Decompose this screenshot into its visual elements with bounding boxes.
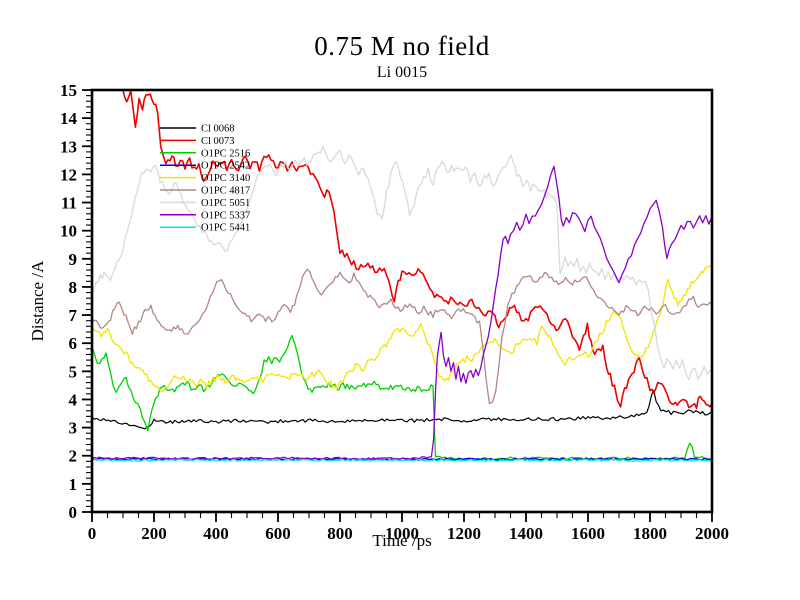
y-tick-label: 1 — [69, 475, 78, 494]
axis-ticks: 0 200 400 600 800 1000 1200 1400 1600 1800 2000012… — [60, 81, 729, 543]
y-tick-label: 10 — [60, 222, 77, 241]
x-tick-label: 800 — [327, 524, 353, 543]
legend-label: O1PC 2516 — [201, 148, 250, 159]
chart-title: 0.75 M no field — [314, 31, 490, 61]
chart-subtitle: Li 0015 — [376, 64, 428, 81]
series-line-o1pc-3140 — [92, 264, 712, 393]
y-tick-label: 14 — [60, 109, 78, 128]
y-tick-label: 3 — [69, 419, 78, 438]
x-tick-label: 1800 — [633, 524, 667, 543]
y-tick-label: 0 — [69, 503, 78, 522]
legend-label: O1PC 3140 — [201, 173, 250, 184]
legend-item: O1PC 2542 — [160, 161, 250, 172]
legend-label: O1PC 5051 — [201, 198, 250, 209]
x-tick-label: 1200 — [447, 524, 481, 543]
series-line-cl-0073 — [122, 90, 712, 410]
series-line-o1pc-5441 — [92, 458, 712, 462]
series-line-o1pc-5337 — [92, 165, 712, 461]
legend-label: O1PC 5441 — [201, 223, 250, 234]
legend-label: O1PC 2542 — [201, 161, 250, 172]
legend-item: Cl 0073 — [160, 136, 235, 147]
series-line-o1pc-2516 — [92, 334, 712, 461]
legend-item: O1PC 3140 — [160, 173, 250, 184]
y-tick-label: 11 — [61, 194, 77, 213]
legend-label: Cl 0073 — [201, 136, 235, 147]
x-tick-label: 1000 — [385, 524, 419, 543]
x-tick-label: 200 — [141, 524, 167, 543]
legend-item: O1PC 2516 — [160, 148, 250, 159]
y-tick-label: 15 — [60, 81, 77, 100]
legend-item: O1PC 4817 — [160, 186, 250, 197]
series-line-o1pc-5051 — [92, 145, 712, 381]
series-line-o1pc-4817 — [92, 268, 712, 405]
legend-item: O1PC 5337 — [160, 210, 250, 221]
x-axis-label: Time /ps — [372, 531, 432, 550]
x-tick-label: 400 — [203, 524, 229, 543]
legend-label: O1PC 5337 — [201, 210, 250, 221]
plot-frame — [90, 88, 714, 514]
x-tick-label: 1600 — [571, 524, 605, 543]
y-tick-label: 8 — [69, 278, 78, 297]
legend-item: Cl 0068 — [160, 124, 235, 135]
series-line-cl-0068 — [92, 389, 712, 430]
legend-item: O1PC 5051 — [160, 198, 250, 209]
y-tick-label: 9 — [69, 250, 78, 269]
legend-label: Cl 0068 — [201, 124, 235, 135]
x-tick-label: 600 — [265, 524, 291, 543]
y-tick-label: 7 — [69, 306, 78, 325]
y-tick-label: 5 — [69, 362, 78, 381]
y-tick-label: 4 — [69, 390, 78, 409]
legend-item: O1PC 5441 — [160, 223, 250, 234]
x-tick-label: 2000 — [695, 524, 729, 543]
y-tick-label: 6 — [69, 334, 78, 353]
series-layer — [92, 90, 712, 462]
y-tick-label: 2 — [69, 447, 78, 466]
legend-label: O1PC 4817 — [201, 186, 250, 197]
x-tick-label: 0 — [88, 524, 97, 543]
x-tick-label: 1400 — [509, 524, 543, 543]
y-tick-label: 12 — [60, 165, 77, 184]
y-tick-label: 13 — [60, 137, 77, 156]
